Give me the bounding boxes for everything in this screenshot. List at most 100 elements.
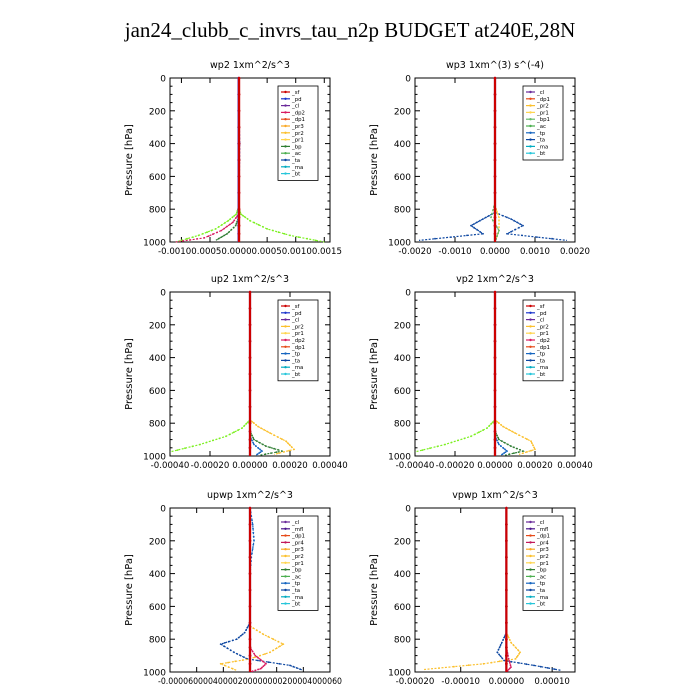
series-marker: [237, 76, 241, 80]
legend-entry: _dp1: [536, 345, 550, 351]
series-marker: [227, 219, 230, 222]
series-marker: [231, 639, 234, 642]
series-marker: [504, 451, 507, 453]
legend-marker: [284, 359, 287, 362]
series-marker: [493, 232, 497, 236]
legend-entry: _pd: [291, 97, 302, 103]
panel-upwp: upwp 1xm^2/s^3 0 200 400 600 800 1000 Pressure …: [124, 490, 342, 687]
series-marker: [463, 437, 466, 440]
series-marker: [530, 440, 532, 443]
series-marker: [255, 445, 257, 448]
x-tick-label: -0.00040: [396, 461, 435, 471]
x-tick-label: 0.00010: [534, 677, 570, 687]
series-marker: [225, 435, 227, 438]
series-marker: [476, 228, 478, 231]
series-marker: [514, 432, 516, 434]
y-tick-label: 1000: [143, 239, 166, 249]
series-marker: [522, 224, 524, 227]
series-marker: [199, 443, 201, 446]
series-marker: [219, 662, 222, 665]
y-axis-label: Pressure [hPa]: [369, 554, 380, 626]
legend-entry: _bp: [536, 568, 547, 574]
y-axis-label: Pressure [hPa]: [124, 554, 135, 626]
y-tick-label: 0: [405, 289, 411, 299]
series-marker: [283, 451, 285, 453]
series-marker: [223, 642, 226, 644]
series-marker: [259, 631, 261, 634]
series-marker: [519, 448, 521, 451]
series-marker: [493, 76, 497, 80]
series-marker: [230, 228, 233, 231]
series-marker: [518, 662, 520, 664]
series-marker: [522, 450, 524, 452]
series-marker: [248, 555, 252, 559]
series-marker: [436, 445, 439, 448]
series-marker: [287, 442, 289, 445]
series-marker: [237, 232, 241, 236]
series-marker: [260, 427, 262, 429]
legend-marker: [529, 352, 532, 355]
series-marker: [498, 653, 500, 656]
legend-entry: _tp: [536, 131, 546, 137]
legend-entry: _dp2: [291, 338, 305, 344]
legend-entry: _ma: [536, 365, 548, 371]
series-marker: [295, 667, 298, 669]
series-marker: [248, 572, 252, 575]
series-marker: [473, 226, 475, 229]
series-marker: [252, 544, 255, 546]
series-marker: [493, 372, 497, 376]
legend-marker: [284, 527, 287, 530]
y-tick-label: 800: [149, 206, 166, 216]
y-tick-label: 600: [149, 387, 166, 397]
series-marker: [248, 646, 252, 649]
series-marker: [306, 237, 308, 240]
y-tick-label: 0: [405, 75, 411, 85]
series-marker: [246, 626, 249, 629]
series-marker: [254, 656, 256, 659]
series-marker: [505, 588, 508, 592]
series-line: [238, 207, 325, 243]
legend-entry: _cl: [536, 318, 544, 324]
legend-entry: _pr2: [536, 554, 549, 560]
legend-entry: _pr3: [291, 124, 304, 130]
series-marker: [248, 506, 252, 510]
series-marker: [224, 221, 226, 224]
series-marker: [511, 430, 513, 433]
legend-entry: _ta: [536, 138, 545, 144]
series-marker: [237, 93, 241, 96]
legend-marker: [529, 575, 532, 578]
series-marker: [259, 658, 262, 661]
legend-marker: [529, 345, 532, 348]
series-marker: [248, 339, 252, 343]
series-marker: [546, 667, 549, 669]
legend-marker: [284, 561, 287, 564]
series-marker: [248, 290, 252, 294]
legend-entry: _pr1: [291, 331, 304, 337]
series-marker: [235, 213, 238, 216]
legend-marker: [284, 366, 287, 369]
series-marker: [237, 142, 241, 145]
series-marker: [457, 439, 459, 442]
series-marker: [497, 213, 499, 216]
series-marker: [292, 665, 295, 668]
series-marker: [214, 228, 217, 230]
legend-marker: [284, 145, 287, 148]
series-marker: [259, 451, 262, 453]
series-marker: [251, 548, 254, 550]
legend-entry: _pr4: [291, 540, 304, 546]
series-marker: [488, 214, 490, 217]
series-marker: [264, 453, 267, 456]
series-marker: [509, 662, 511, 664]
series-marker: [508, 453, 511, 456]
legend-entry: _sf: [536, 304, 545, 310]
panel-vpwp: vpwp 1xm^2/s^3 0 200 400 600 800 1000 Pressure …: [369, 490, 576, 687]
legend-marker: [529, 304, 532, 308]
series-marker: [253, 221, 256, 224]
legend-marker: [529, 520, 532, 524]
series-marker: [506, 450, 508, 452]
series-marker: [522, 436, 524, 438]
series-marker: [517, 649, 519, 651]
series-marker: [236, 653, 239, 655]
x-tick-label: 0.00000: [489, 677, 525, 687]
series-marker: [278, 452, 280, 454]
